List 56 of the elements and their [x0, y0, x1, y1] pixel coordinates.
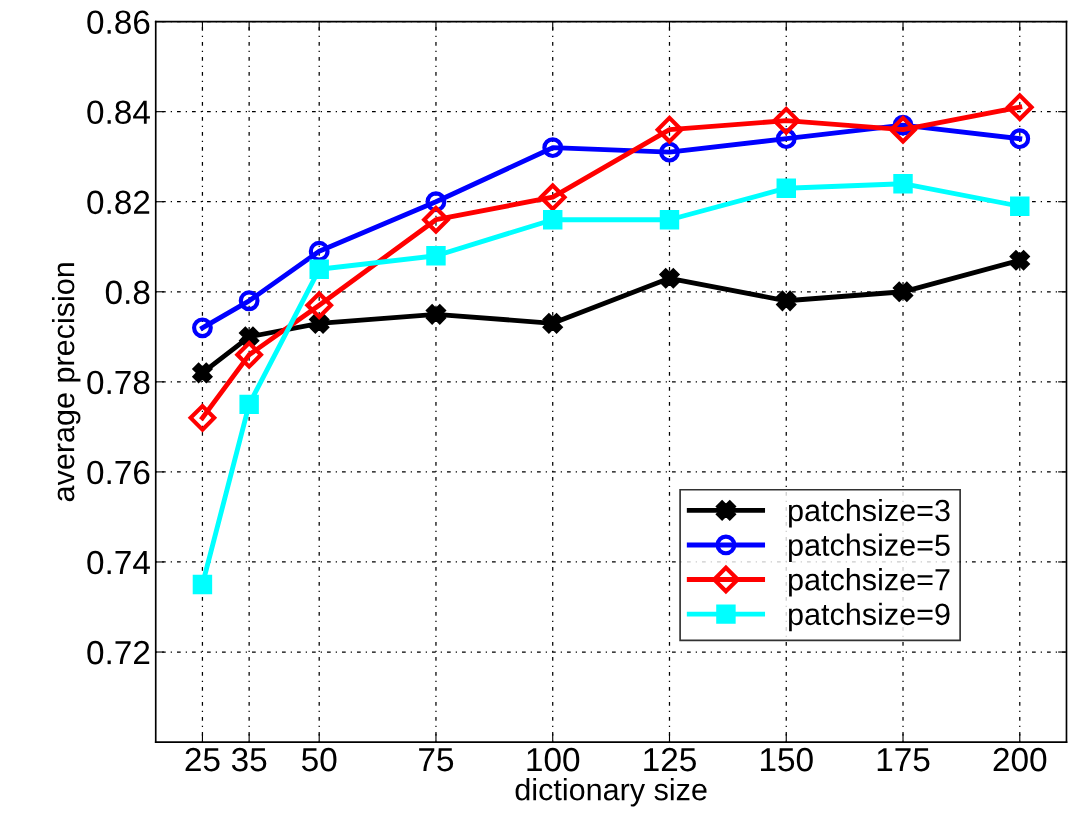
point — [893, 282, 913, 302]
x-tick-label: 125 — [644, 747, 696, 772]
point — [1009, 128, 1031, 150]
point — [543, 210, 563, 230]
point — [239, 327, 259, 347]
point — [655, 115, 684, 144]
point — [192, 317, 213, 339]
x-tick-label: 25 — [185, 747, 220, 772]
point — [772, 106, 801, 135]
point — [659, 210, 680, 230]
x-tick-label: 50 — [302, 747, 337, 772]
y-tick-label: 0.82 — [87, 190, 150, 215]
point — [305, 291, 334, 320]
y-tick-label: 0.86 — [87, 10, 150, 35]
legend-label: patchsize=3 — [789, 498, 950, 528]
legend-label: patchsize=7 — [789, 568, 950, 597]
point — [309, 259, 329, 279]
point — [776, 291, 796, 311]
point — [309, 313, 329, 334]
x-tick-label: 175 — [877, 748, 930, 772]
y-tick-label: 0.78 — [87, 370, 150, 395]
x-tick-label: 200 — [993, 747, 1047, 772]
point — [239, 394, 259, 415]
x-axis-title: dictionary size — [515, 778, 707, 807]
point — [235, 340, 264, 369]
point — [538, 183, 567, 212]
point — [1005, 93, 1034, 122]
point — [426, 304, 446, 325]
point — [1010, 250, 1030, 270]
y-tick-label: 0.72 — [87, 640, 150, 665]
point — [238, 290, 260, 312]
point — [543, 313, 563, 334]
point — [659, 141, 680, 163]
point — [659, 268, 680, 289]
x-tick-label: 100 — [527, 747, 580, 772]
point — [893, 173, 913, 194]
x-tick-label: 35 — [231, 747, 267, 772]
point — [426, 246, 446, 266]
point — [422, 205, 450, 234]
point — [542, 137, 564, 159]
x-tick-label: 150 — [760, 747, 813, 772]
point — [192, 363, 213, 383]
point — [776, 178, 796, 198]
point — [308, 240, 330, 262]
y-tick-label: 0.8 — [105, 280, 150, 305]
y-tick-label: 0.74 — [87, 550, 150, 575]
point — [192, 574, 213, 595]
y-axis-title: average precision — [51, 263, 81, 502]
legend-label: patchsize=5 — [789, 533, 950, 562]
legend-label: patchsize=9 — [789, 602, 950, 632]
point — [1010, 196, 1030, 216]
point — [889, 115, 917, 144]
y-tick-label: 0.84 — [87, 100, 150, 125]
y-tick-label: 0.76 — [87, 460, 150, 485]
x-tick-label: 75 — [419, 748, 454, 772]
point — [188, 403, 217, 432]
